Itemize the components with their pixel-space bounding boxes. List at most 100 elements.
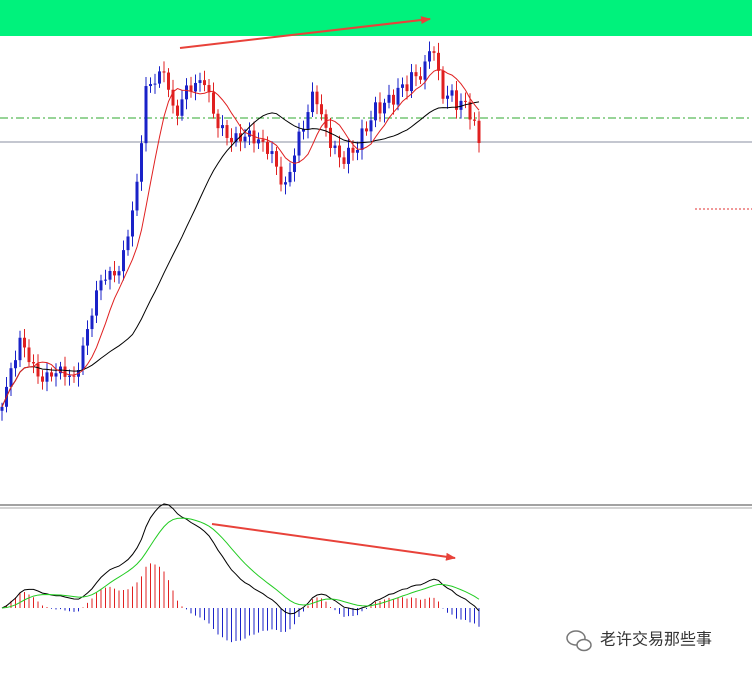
candle-body [243,136,247,142]
candle-body [459,100,463,110]
candle-body [315,91,319,105]
candle-body [54,373,58,377]
candle-body [207,85,211,93]
candle-body [99,280,103,291]
candle-body [320,104,323,115]
candle-body [419,76,422,80]
candle-body [113,270,116,276]
candle-body [194,82,197,92]
candle-body [45,372,49,382]
candle-body [414,72,418,77]
candle-body [176,105,179,116]
candle-body [383,102,386,114]
candle-body [171,89,175,106]
candle-body [36,363,40,377]
candle-body [306,112,310,129]
candle-body [297,131,301,156]
candle-body [14,360,17,369]
candle-body [167,72,170,90]
trend-arrow [179,16,431,49]
candle-body [405,84,409,92]
candle-body [252,130,256,144]
candle-body [428,51,431,62]
candle-body [144,86,148,144]
candle-body [423,61,427,80]
candle-body [86,329,89,346]
candle-body [284,182,287,185]
candle-body [239,133,242,142]
candle-body [162,71,166,73]
candle-body [275,151,278,167]
candle-body [203,80,206,86]
candle-body [450,90,454,96]
candle-body [108,270,112,280]
candle-body [347,147,350,164]
candle-body [158,71,161,84]
candle-body [126,236,130,251]
candle-body [342,157,346,164]
candle-body [333,145,337,149]
candle-body [189,85,193,92]
trend-arrow [211,523,456,561]
candle-body [149,84,152,87]
candle-body [212,92,215,114]
candle-body [473,119,476,121]
price-panel [0,41,481,421]
candle-body [338,145,341,158]
watermark-text: 老许交易那些事 [600,630,712,649]
candle-body [270,151,274,154]
candle-body [234,133,238,143]
candle-body [140,143,143,182]
candle-body [437,52,440,71]
candle-body [18,337,22,361]
candle-body [464,100,467,102]
candle-body [477,120,481,144]
candle-body [356,149,359,153]
candle-body [329,127,332,149]
candle-body [432,51,436,53]
candle-body [288,171,292,183]
candle-body [396,87,400,105]
candle-body [104,279,107,281]
candle-body [374,102,377,121]
candle-body [351,147,355,153]
candle-body [122,250,125,272]
candle-body [0,406,4,411]
candle-body [90,315,94,330]
candle-body [9,368,13,387]
signal-line [1,517,480,609]
candle-body [410,72,413,92]
candle-body [50,372,53,377]
watermark: 老许交易那些事 [566,630,712,652]
wechat-icon [576,638,592,652]
candle-body [221,125,224,129]
candle-body [311,91,314,113]
candle-body [302,128,305,132]
candle-body [387,94,391,103]
candle-body [468,101,472,120]
candle-body [131,210,134,237]
candle-body [230,137,233,143]
candle-body [95,290,98,316]
candle-body [378,102,382,114]
candle-body [455,90,458,110]
candle-body [257,139,260,144]
candle-body [68,375,71,377]
candle-body [446,95,449,99]
candle-body [185,85,188,100]
candle-body [360,128,364,150]
candle-body [248,130,251,137]
candle-body [198,80,202,83]
candle-body [117,271,121,276]
candle-body [369,120,373,132]
candle-body [41,376,44,382]
wechat-icon [566,630,586,646]
candle-body [81,345,85,371]
candle-body [180,99,184,116]
candle-body [266,141,269,154]
candle-body [392,94,395,105]
highlight-band [0,0,752,36]
candle-body [27,347,31,363]
candle-body [225,125,229,138]
